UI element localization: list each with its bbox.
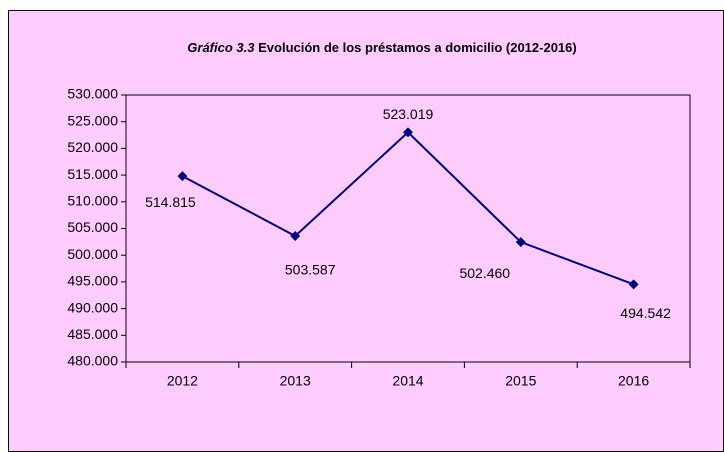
data-label: 514.815	[145, 194, 196, 210]
x-tick-label: 2012	[167, 373, 198, 389]
marker	[515, 237, 526, 248]
y-tick-label: 505.000	[67, 219, 118, 235]
y-tick-label: 490.000	[67, 299, 118, 315]
x-tick-label: 2014	[392, 373, 423, 389]
marker	[290, 231, 301, 242]
data-label: 494.542	[620, 305, 671, 321]
y-tick-label: 480.000	[67, 353, 118, 369]
y-tick-label: 485.000	[67, 326, 118, 342]
y-tick-label: 495.000	[67, 273, 118, 289]
y-tick-label: 500.000	[67, 246, 118, 262]
y-tick-label: 515.000	[67, 166, 118, 182]
x-tick-label: 2016	[618, 373, 649, 389]
x-tick-label: 2013	[280, 373, 311, 389]
chart-title: Gráfico 3.3 Evolución de los préstamos a…	[187, 40, 576, 55]
marker	[403, 127, 413, 138]
y-tick-label: 510.000	[67, 193, 118, 209]
y-tick-label: 530.000	[67, 86, 118, 102]
x-tick-label: 2015	[505, 373, 536, 389]
title-text: Evolución de los préstamos a domicilio (…	[258, 40, 577, 55]
data-label: 523.019	[383, 106, 434, 122]
y-tick-label: 520.000	[67, 139, 118, 155]
marker	[628, 279, 639, 290]
title-prefix: Gráfico 3.3	[187, 40, 255, 55]
y-tick-label: 525.000	[67, 112, 118, 128]
data-label: 503.587	[285, 262, 336, 278]
plot-area	[125, 94, 691, 363]
data-label: 502.460	[459, 265, 510, 281]
marker	[177, 171, 188, 182]
